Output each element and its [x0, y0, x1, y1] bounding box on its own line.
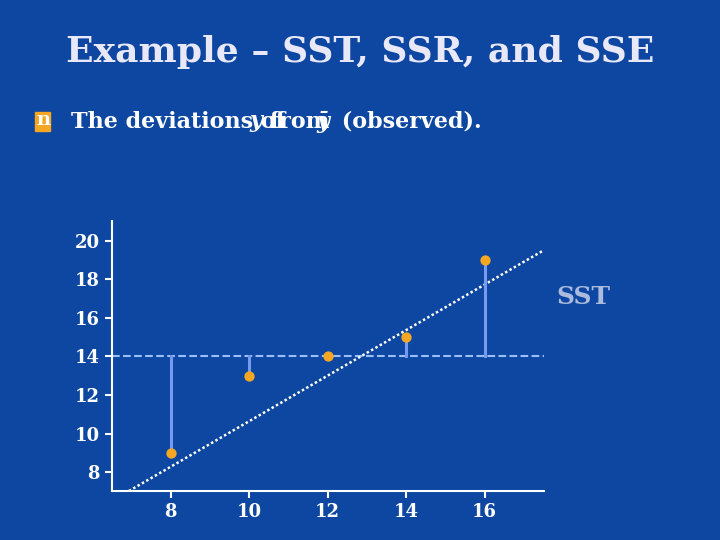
Text: The deviations of: The deviations of [71, 111, 292, 132]
Point [322, 352, 333, 361]
Point [165, 449, 176, 457]
Text: (observed).: (observed). [334, 111, 482, 132]
Point [400, 333, 412, 341]
Text: n: n [36, 111, 50, 130]
Text: SST: SST [557, 285, 611, 309]
Point [243, 372, 255, 380]
Text: y: y [249, 111, 262, 132]
Bar [35, 112, 50, 131]
Text: ȳ: ȳ [316, 111, 329, 132]
Point [479, 255, 490, 264]
Text: Example – SST, SSR, and SSE: Example – SST, SSR, and SSE [66, 35, 654, 69]
Text: from: from [262, 111, 330, 132]
